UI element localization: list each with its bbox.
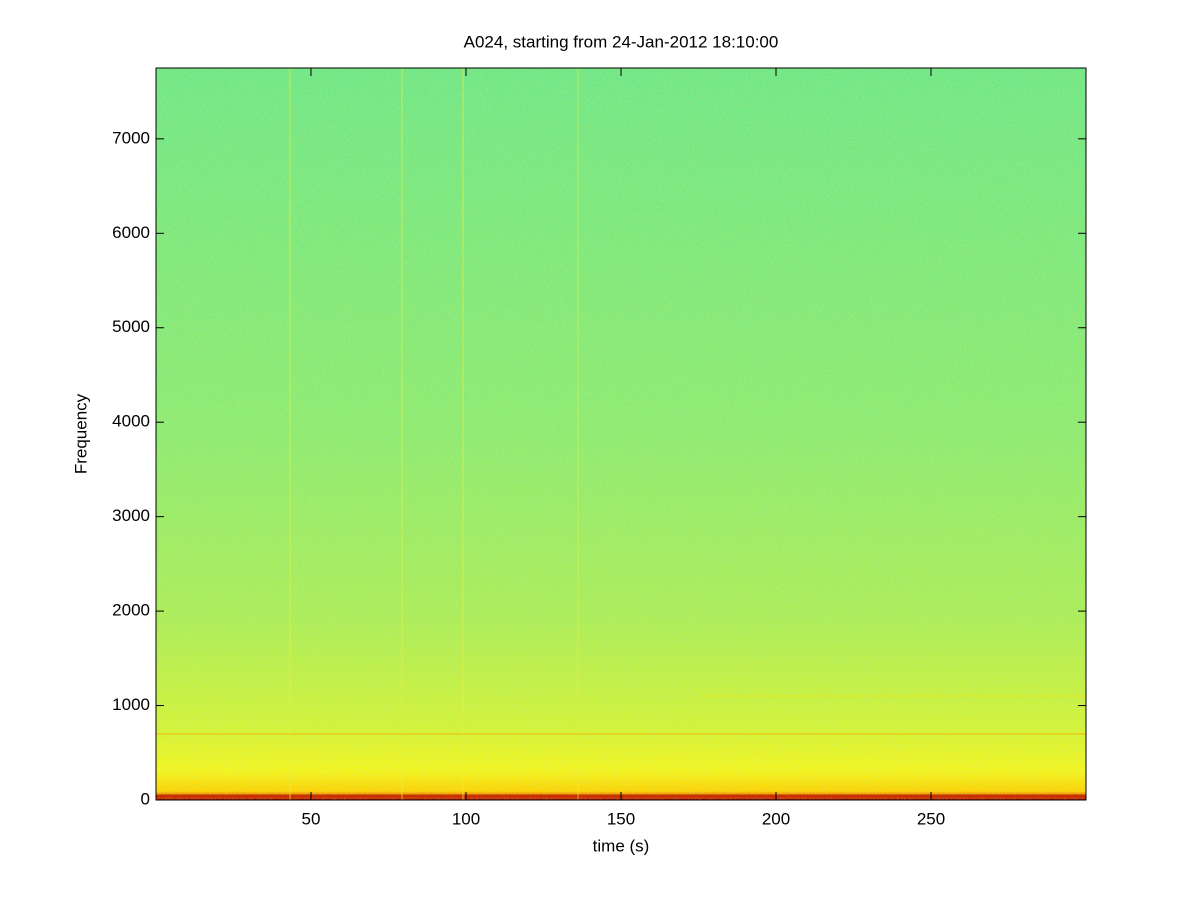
y-tick-label: 0 [141,789,150,808]
x-tick-label: 100 [452,809,480,828]
y-tick-label: 4000 [112,412,150,431]
x-tick-label: 250 [917,809,945,828]
y-tick-label: 3000 [112,506,150,525]
x-tick-label: 150 [607,809,635,828]
y-tick-label: 5000 [112,317,150,336]
y-tick-label: 1000 [112,695,150,714]
y-tick-label: 6000 [112,223,150,242]
chart-title: A024, starting from 24-Jan-2012 18:10:00 [464,32,779,51]
y-tick-label: 7000 [112,128,150,147]
y-tick-label: 2000 [112,601,150,620]
x-tick-label: 200 [762,809,790,828]
y-axis-label: Frequency [71,393,90,474]
spectrogram-image [156,68,1086,800]
x-tick-label: 50 [302,809,321,828]
x-axis-label: time (s) [593,836,650,855]
